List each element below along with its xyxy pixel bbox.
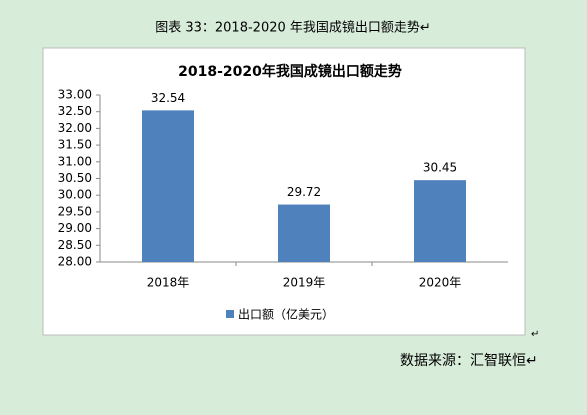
x-tick-label: 2019年 bbox=[283, 276, 326, 290]
y-tick-label: 30.50 bbox=[58, 171, 92, 185]
legend-swatch bbox=[226, 310, 234, 318]
data-label: 32.54 bbox=[151, 91, 185, 105]
corner-mark: ↵ bbox=[531, 329, 539, 340]
y-tick-label: 30.00 bbox=[58, 188, 92, 202]
bar bbox=[142, 110, 194, 262]
y-tick-label: 29.00 bbox=[58, 221, 92, 235]
y-tick-label: 28.00 bbox=[58, 255, 92, 269]
y-tick-label: 32.00 bbox=[58, 121, 92, 135]
legend-label: 出口额（亿美元） bbox=[238, 307, 334, 322]
bar bbox=[278, 204, 330, 262]
y-tick-label: 29.50 bbox=[58, 204, 92, 218]
source: 数据来源：汇智联恒↵ bbox=[400, 353, 538, 369]
data-label: 30.45 bbox=[423, 161, 457, 175]
y-tick-label: 32.50 bbox=[58, 104, 92, 118]
x-tick-label: 2020年 bbox=[419, 276, 462, 290]
caption: 图表 33：2018-2020 年我国成镜出口额走势↵ bbox=[155, 20, 431, 36]
y-tick-label: 33.00 bbox=[58, 88, 92, 102]
y-tick-label: 31.00 bbox=[58, 154, 92, 168]
data-label: 29.72 bbox=[287, 185, 321, 199]
x-tick-label: 2018年 bbox=[147, 276, 190, 290]
y-tick-label: 28.50 bbox=[58, 238, 92, 252]
chart-title: 2018-2020年我国成镜出口额走势 bbox=[178, 63, 402, 80]
y-tick-label: 31.50 bbox=[58, 138, 92, 152]
bar bbox=[414, 180, 466, 262]
